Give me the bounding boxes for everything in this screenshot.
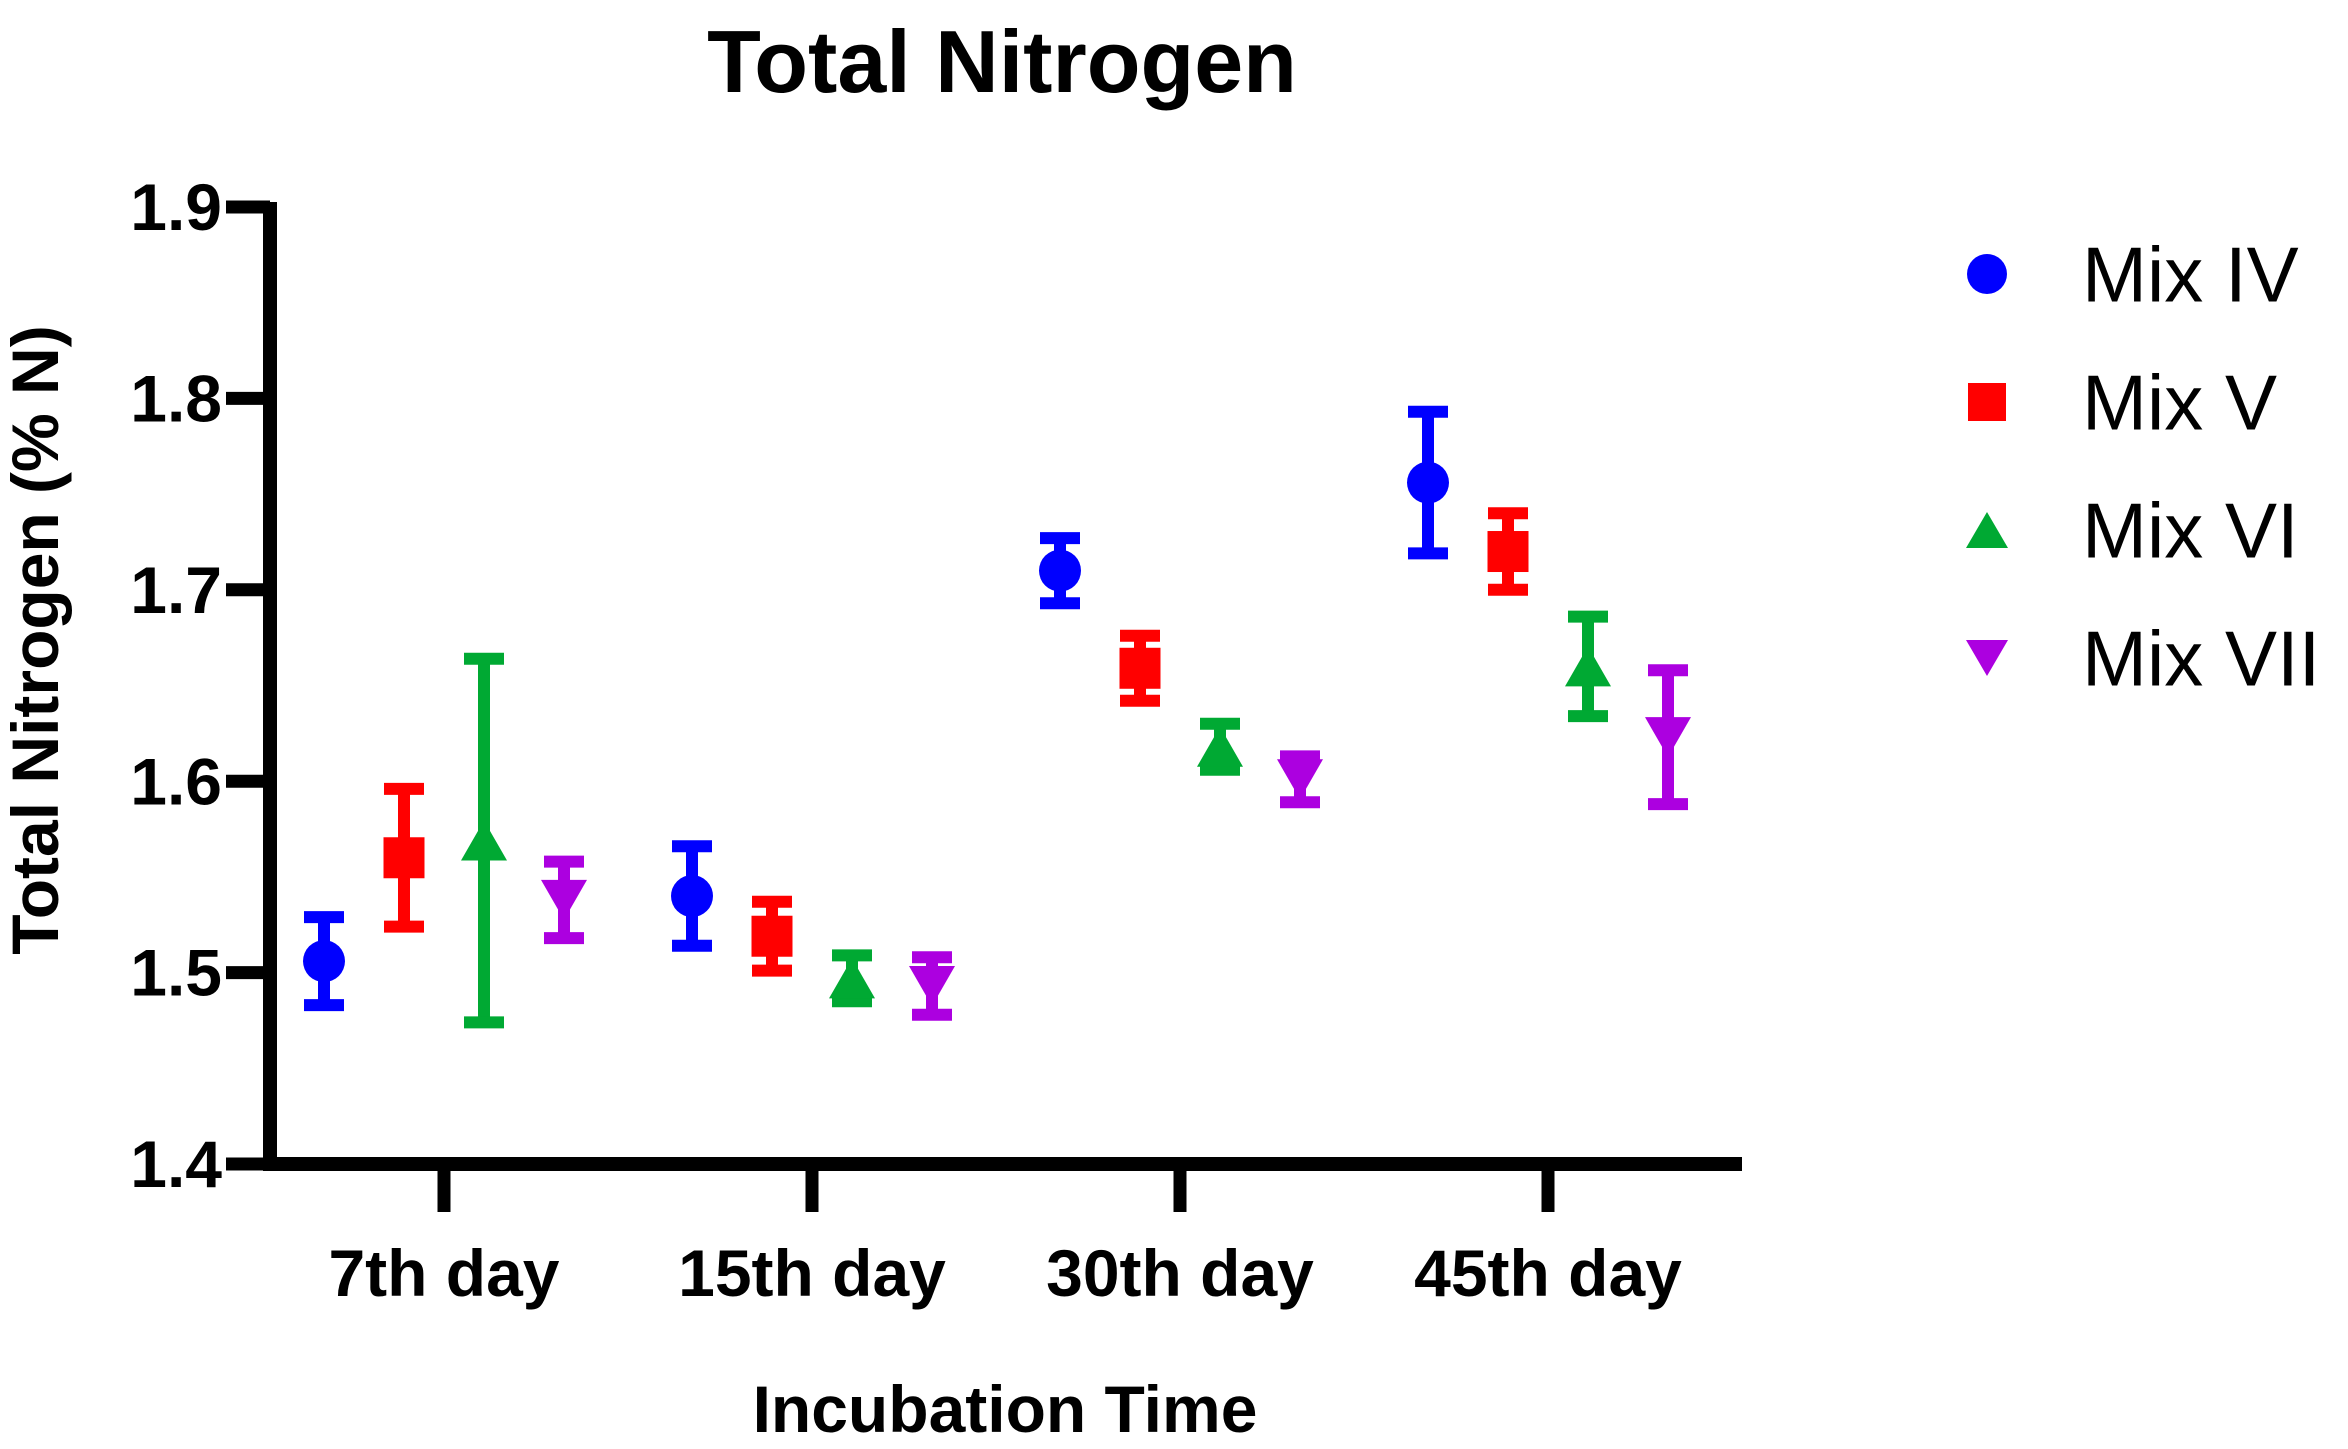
- legend-label: Mix VI: [2082, 486, 2299, 574]
- y-tick-label: 1.7: [130, 553, 222, 627]
- x-tick-label: 45th day: [1414, 1236, 1682, 1310]
- data-point-mix-vii-7th-day: [541, 879, 587, 920]
- data-point-mix-v-7th-day: [383, 837, 425, 879]
- data-point-mix-vi-15th-day: [829, 958, 875, 999]
- legend-square-icon: [1968, 383, 2006, 421]
- data-point-mix-vi-45th-day: [1565, 646, 1611, 687]
- x-axis-label: Incubation Time: [753, 1372, 1258, 1446]
- y-tick-label: 1.9: [130, 170, 222, 244]
- y-tick-label: 1.8: [130, 362, 222, 436]
- data-point-mix-vii-30th-day: [1277, 759, 1323, 800]
- data-point-mix-v-30th-day: [1119, 647, 1161, 689]
- data-point-mix-vi-7th-day: [461, 820, 507, 861]
- legend-label: Mix VII: [2082, 614, 2320, 702]
- data-point-mix-iv-45th-day: [1407, 461, 1449, 504]
- plot-area: 1.4 1.5 1.6 1.7 1.8 1.9 7th day 15th day 30th da…: [130, 170, 2320, 1310]
- x-tick-label: 15th day: [678, 1236, 946, 1310]
- x-tick-label: 7th day: [328, 1236, 559, 1310]
- y-tick-label: 1.6: [130, 744, 222, 818]
- legend-label: Mix IV: [2082, 230, 2299, 318]
- data-point-mix-vii-45th-day: [1645, 717, 1691, 758]
- legend-circle-icon: [1967, 254, 2007, 294]
- chart-title: Total Nitrogen: [707, 12, 1297, 111]
- y-axis-label: Total Nitrogen (% N): [0, 325, 72, 954]
- data-point-mix-iv-7th-day: [303, 940, 345, 983]
- data-point-mix-vi-30th-day: [1197, 726, 1243, 767]
- legend-triangle-down-icon: [1966, 640, 2008, 676]
- y-tick-label: 1.5: [130, 936, 222, 1010]
- data-point-mix-iv-15th-day: [671, 875, 713, 918]
- data-point-mix-v-45th-day: [1487, 531, 1529, 573]
- y-tick-label: 1.4: [130, 1127, 222, 1201]
- data-point-mix-vii-15th-day: [909, 965, 955, 1006]
- legend-label: Mix V: [2082, 358, 2277, 446]
- data-point-mix-iv-30th-day: [1039, 549, 1081, 592]
- legend-triangle-up-icon: [1966, 512, 2008, 548]
- data-point-mix-v-15th-day: [751, 915, 793, 957]
- x-tick-label: 30th day: [1046, 1236, 1314, 1310]
